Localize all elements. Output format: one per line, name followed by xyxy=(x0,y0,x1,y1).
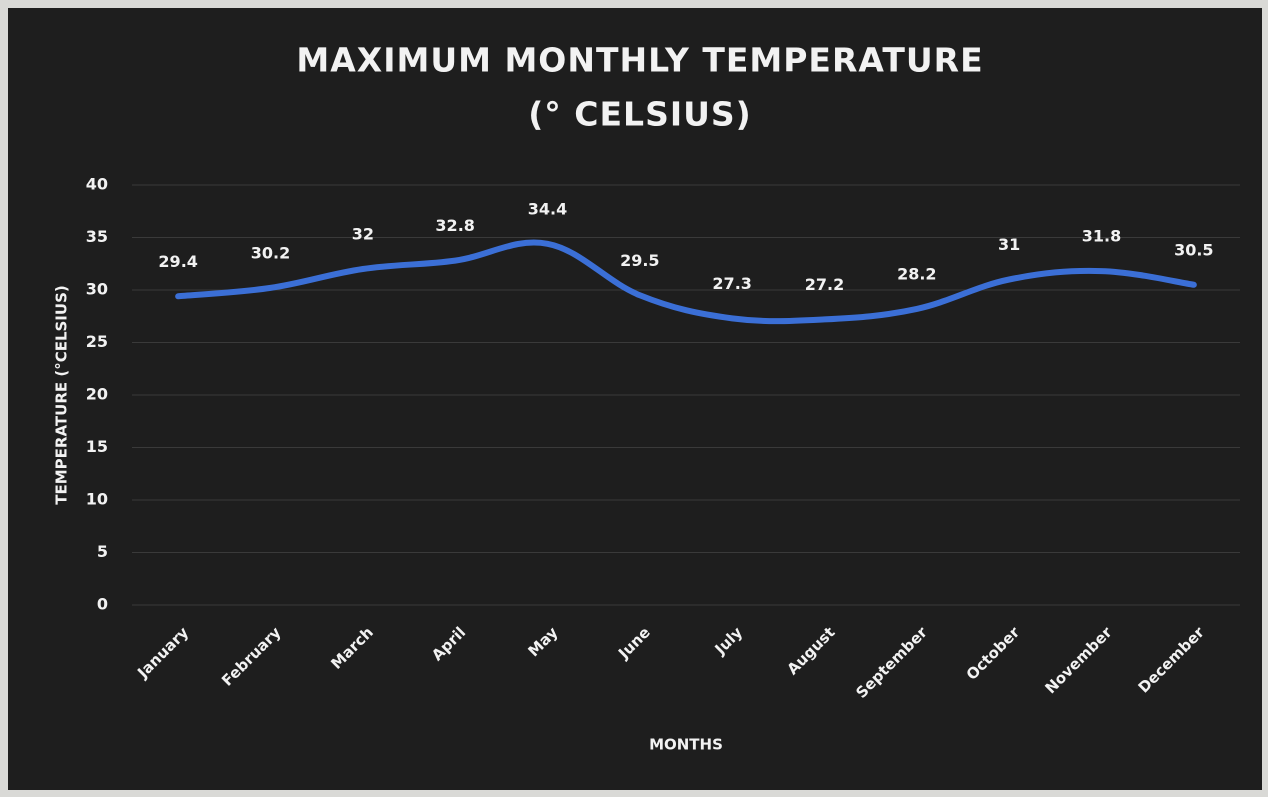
y-tick-label: 40 xyxy=(86,175,108,194)
data-label: 29.5 xyxy=(620,251,659,270)
data-label: 31 xyxy=(998,235,1020,254)
data-label: 34.4 xyxy=(528,199,567,218)
y-tick-label: 0 xyxy=(97,595,108,614)
data-label: 30.5 xyxy=(1174,240,1213,259)
data-label: 27.3 xyxy=(712,274,751,293)
y-tick-label: 5 xyxy=(97,542,108,561)
y-tick-label: 35 xyxy=(86,227,108,246)
data-label: 28.2 xyxy=(897,264,936,283)
x-axis-title: MONTHS xyxy=(649,736,723,754)
data-line xyxy=(175,239,1197,325)
data-label: 30.2 xyxy=(251,243,290,262)
y-tick-label: 30 xyxy=(86,280,108,299)
data-label: 32.8 xyxy=(435,216,474,235)
y-axis-title: TEMPERATURE (°CELSIUS) xyxy=(53,285,71,504)
chart-title: (° CELSIUS) xyxy=(528,95,752,134)
data-label: 31.8 xyxy=(1082,227,1121,246)
y-tick-label: 25 xyxy=(86,332,108,351)
y-tick-label: 10 xyxy=(86,490,108,509)
chart-background xyxy=(8,8,1262,790)
y-tick-label: 20 xyxy=(86,385,108,404)
data-label: 27.2 xyxy=(805,275,844,294)
data-label: 32 xyxy=(352,225,374,244)
data-label: 29.4 xyxy=(158,252,197,271)
chart-title: MAXIMUM MONTHLY TEMPERATURE xyxy=(296,41,983,80)
y-tick-label: 15 xyxy=(86,437,108,456)
